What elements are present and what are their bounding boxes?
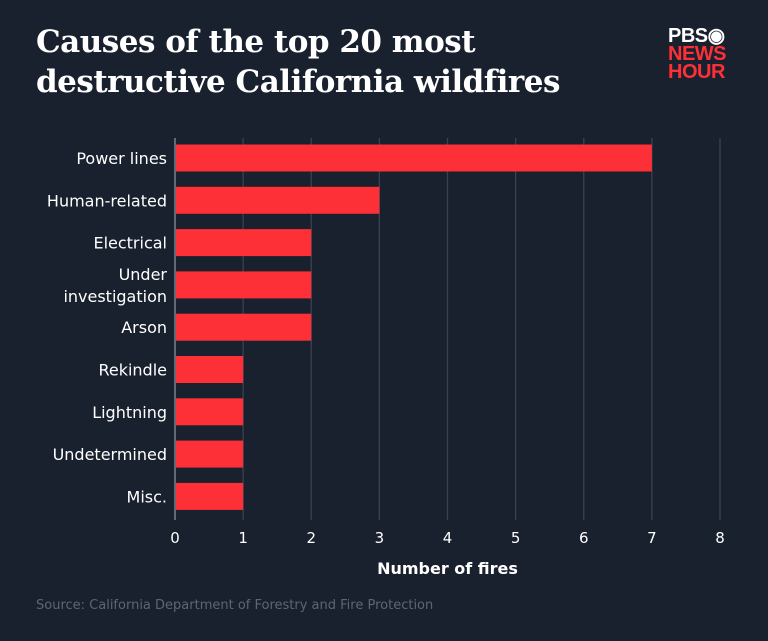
chart-title: Causes of the top 20 most destructive Cal…	[36, 22, 560, 102]
bar	[176, 271, 312, 299]
category-label: Undetermined	[53, 445, 167, 464]
bar	[176, 398, 244, 426]
bar	[176, 356, 244, 383]
bar	[176, 482, 244, 510]
category-label: Lightning	[92, 403, 167, 422]
category-label: Misc.	[127, 487, 167, 506]
x-tick-label: 8	[715, 529, 725, 547]
source-note: Source: California Department of Forestr…	[36, 598, 434, 613]
x-tick-label: 6	[579, 529, 589, 547]
category-label: Human-related	[47, 191, 167, 210]
title-line: Causes of the top 20 most	[36, 24, 476, 60]
bar	[176, 440, 244, 468]
title-line: destructive California wildfires	[36, 64, 560, 100]
x-tick-label: 2	[306, 529, 316, 547]
x-tick-label: 1	[238, 529, 248, 547]
pbs-head-icon: ◉	[707, 25, 725, 47]
x-tick-label: 4	[443, 529, 453, 547]
category-label: Electrical	[93, 234, 167, 253]
category-label: Arson	[121, 318, 167, 337]
bar	[176, 144, 652, 172]
x-tick-label: 7	[647, 529, 657, 547]
category-label: Rekindle	[98, 361, 167, 380]
x-tick-label: 0	[170, 529, 180, 547]
x-tick-label: 3	[375, 529, 385, 547]
category-label: Power lines	[76, 149, 167, 168]
x-tick-label: 5	[511, 529, 521, 547]
bar	[176, 229, 312, 257]
x-axis-label: Number of fires	[377, 559, 518, 578]
pbs-newshour-logo: PBS◉ NEWS HOUR	[668, 25, 727, 83]
category-label: Under investigation	[63, 265, 167, 306]
bar	[176, 313, 312, 341]
bar	[176, 186, 380, 214]
